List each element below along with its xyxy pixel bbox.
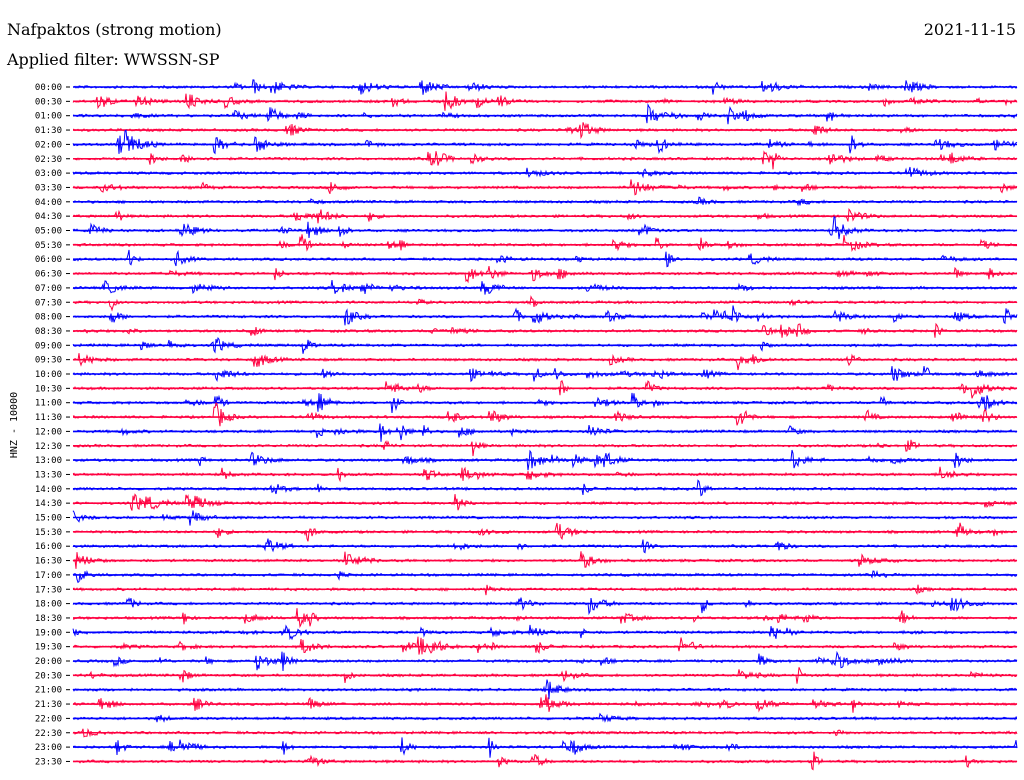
time-tick-label: 07:00 <box>35 284 62 294</box>
time-tick-label: 15:30 <box>35 528 62 538</box>
time-tick-label: 23:00 <box>35 743 62 753</box>
time-tick-label: 08:00 <box>35 313 62 323</box>
time-tick-label: 22:00 <box>35 714 62 724</box>
time-tick-label: 19:00 <box>35 628 62 638</box>
time-tick-label: 23:30 <box>35 757 62 767</box>
time-tick-label: 12:30 <box>35 442 62 452</box>
time-tick-label: 01:00 <box>35 112 62 122</box>
seismic-trace <box>72 379 1018 399</box>
time-tick-label: 09:30 <box>35 356 62 366</box>
time-tick-label: 16:30 <box>35 557 62 567</box>
time-tick-label: 03:00 <box>35 169 62 179</box>
time-tick-label: 03:30 <box>35 183 62 193</box>
seismic-trace <box>72 522 1018 542</box>
station-title: Nafpaktos (strong motion) <box>7 20 222 39</box>
time-tick-label: 17:30 <box>35 585 62 595</box>
time-tick-label: 21:30 <box>35 700 62 710</box>
time-tick-label: 00:30 <box>35 97 62 107</box>
time-tick-label: 05:00 <box>35 227 62 237</box>
seismic-trace <box>72 597 1018 616</box>
seismic-trace <box>72 353 1018 371</box>
seismic-trace <box>72 439 1018 457</box>
time-tick-label: 07:30 <box>35 298 62 308</box>
time-tick-label: 19:30 <box>35 643 62 653</box>
filter-label: Applied filter: WWSSN-SP <box>7 50 220 69</box>
seismic-trace <box>72 751 1018 771</box>
seismic-trace <box>72 249 1018 268</box>
time-tick-label: 02:30 <box>35 155 62 165</box>
time-tick-label: 20:00 <box>35 657 62 667</box>
seismic-trace <box>72 166 1018 179</box>
time-tick-label: 13:00 <box>35 456 62 466</box>
seismic-trace <box>72 150 1018 170</box>
seismic-trace <box>72 402 1018 427</box>
time-tick-label: 09:00 <box>35 341 62 351</box>
time-tick-label: 13:30 <box>35 470 62 480</box>
seismic-trace <box>72 129 1018 155</box>
seismic-trace <box>72 636 1018 655</box>
time-tick-label: 01:30 <box>35 126 62 136</box>
time-tick-label: 10:00 <box>35 370 62 380</box>
seismic-trace <box>72 103 1018 125</box>
record-date: 2021-11-15 <box>923 20 1016 39</box>
time-tick-label: 04:00 <box>35 198 62 208</box>
time-tick-label: 06:00 <box>35 255 62 265</box>
time-tick-label: 04:30 <box>35 212 62 222</box>
time-tick-label: 12:00 <box>35 427 62 437</box>
time-tick-label: 21:00 <box>35 686 62 696</box>
trace-rows: 00:00 00:30 01:00 01:30 02:00 02:30 03:00 03:30… <box>35 79 1018 771</box>
seismic-trace <box>72 479 1018 497</box>
time-tick-label: 15:00 <box>35 514 62 524</box>
time-tick-label: 02:00 <box>35 140 62 150</box>
y-axis-label: HNZ - 10000 <box>9 392 20 458</box>
time-tick-label: 14:30 <box>35 499 62 509</box>
time-tick-label: 06:30 <box>35 270 62 280</box>
seismic-trace <box>72 305 1018 326</box>
time-tick-label: 05:30 <box>35 241 62 251</box>
time-tick-label: 00:00 <box>35 83 62 93</box>
seismic-trace <box>72 295 1018 312</box>
seismic-trace <box>72 570 1018 584</box>
time-tick-label: 14:00 <box>35 485 62 495</box>
time-tick-label: 16:00 <box>35 542 62 552</box>
time-tick-label: 08:30 <box>35 327 62 337</box>
time-tick-label: 18:00 <box>35 600 62 610</box>
seismic-trace <box>72 493 1018 511</box>
time-tick-label: 20:30 <box>35 671 62 681</box>
time-tick-label: 18:30 <box>35 614 62 624</box>
time-tick-label: 17:00 <box>35 571 62 581</box>
time-tick-label: 11:00 <box>35 399 62 409</box>
seismic-trace <box>72 216 1018 240</box>
time-tick-label: 10:30 <box>35 384 62 394</box>
time-tick-label: 22:30 <box>35 729 62 739</box>
seismic-trace <box>72 423 1018 442</box>
time-tick-label: 11:30 <box>35 413 62 423</box>
seismic-trace <box>72 234 1018 252</box>
